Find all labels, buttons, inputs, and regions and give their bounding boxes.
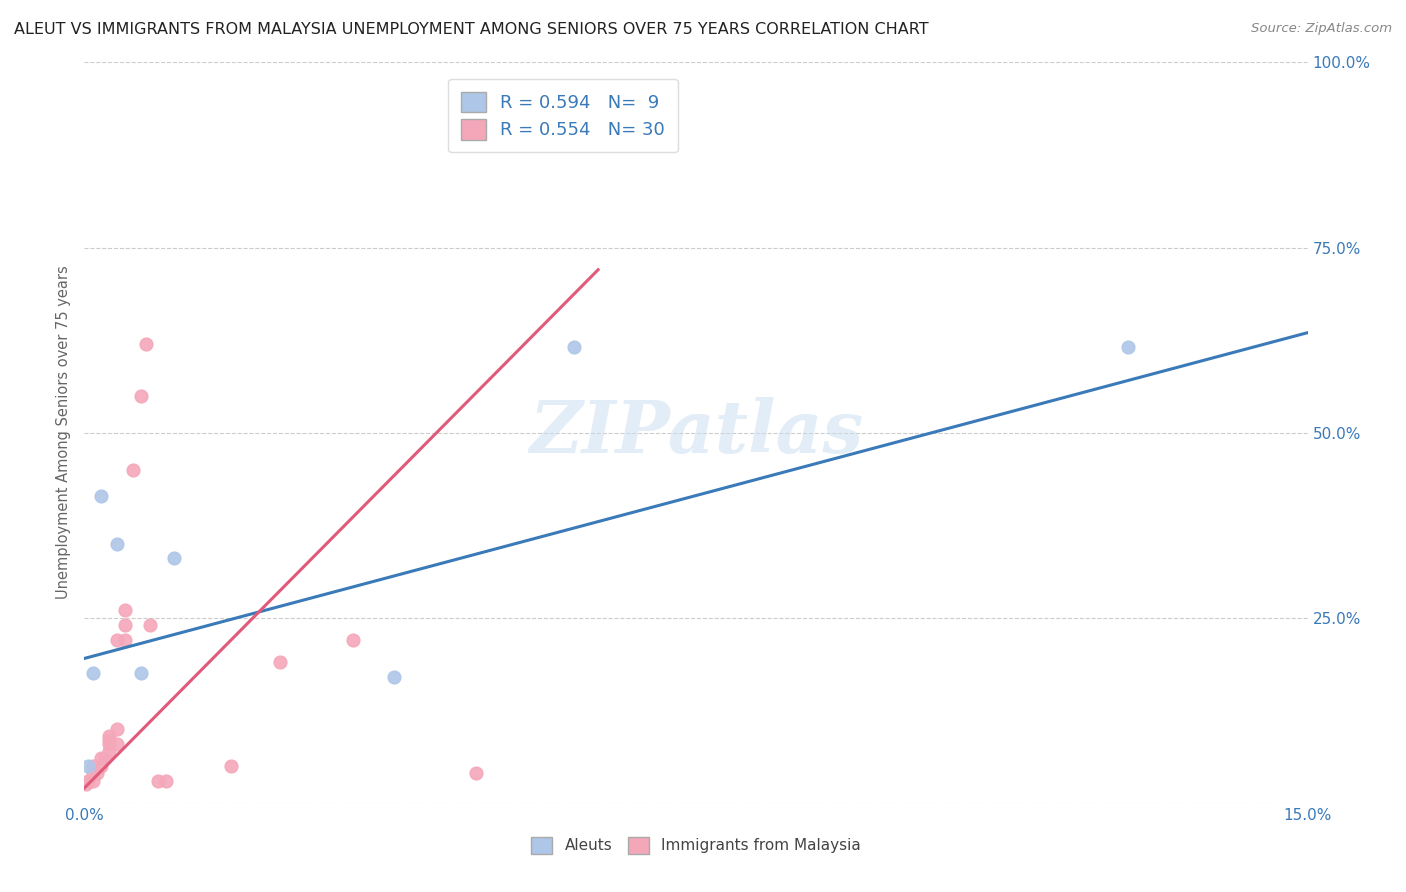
Point [90, 489, 112, 503]
Point [82, 758, 104, 772]
Point [155, 773, 177, 788]
Point [105, 722, 128, 736]
Point [82, 666, 104, 681]
Point [105, 632, 128, 647]
Point [1116, 341, 1139, 355]
Point [77, 773, 100, 788]
Point [105, 536, 128, 550]
Point [97, 729, 120, 743]
Point [131, 388, 153, 402]
Point [82, 766, 104, 780]
Point [562, 341, 585, 355]
Point [114, 632, 136, 647]
Point [114, 618, 136, 632]
Point [90, 758, 112, 772]
Point [97, 744, 120, 758]
Point [131, 666, 153, 681]
Point [77, 758, 100, 772]
Point [105, 737, 128, 751]
Point [82, 773, 104, 788]
Point [269, 655, 291, 669]
Point [219, 758, 242, 772]
Point [586, 85, 609, 99]
Text: ALEUT VS IMMIGRANTS FROM MALAYSIA UNEMPLOYMENT AMONG SENIORS OVER 75 YEARS CORRE: ALEUT VS IMMIGRANTS FROM MALAYSIA UNEMPL… [14, 22, 929, 37]
Point [90, 751, 112, 765]
Point [97, 737, 120, 751]
Point [86, 766, 108, 780]
Point [382, 670, 405, 684]
Text: Source: ZipAtlas.com: Source: ZipAtlas.com [1251, 22, 1392, 36]
Point [122, 462, 145, 476]
Legend: Aleuts, Immigrants from Malaysia: Aleuts, Immigrants from Malaysia [523, 829, 869, 862]
Y-axis label: Unemployment Among Seniors over 75 years: Unemployment Among Seniors over 75 years [56, 266, 72, 599]
Point [464, 766, 486, 780]
Point [138, 618, 160, 632]
Point [97, 732, 120, 747]
Point [163, 551, 186, 566]
Point [146, 773, 169, 788]
Point [114, 603, 136, 617]
Point [135, 336, 157, 351]
Point [342, 632, 364, 647]
Point [75, 777, 97, 791]
Text: ZIPatlas: ZIPatlas [529, 397, 863, 468]
Point [93, 751, 115, 765]
